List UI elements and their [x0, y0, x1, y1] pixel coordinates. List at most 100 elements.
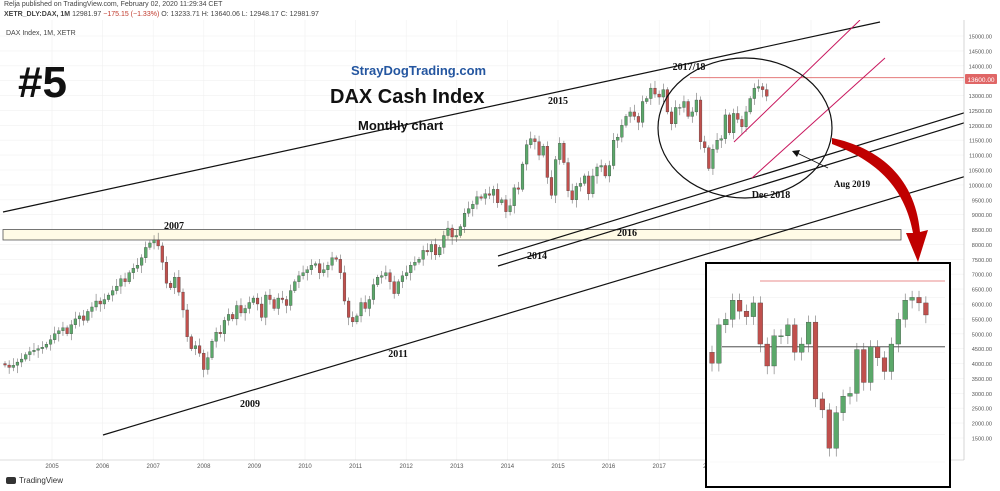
main-title: DAX Cash Index — [330, 86, 485, 108]
candle — [744, 111, 748, 127]
annotation-label: 2009 — [240, 399, 260, 410]
candle — [583, 175, 587, 184]
annotation-label: 2015 — [548, 96, 568, 107]
inset-candle — [771, 335, 777, 367]
annotation-label: 2016 — [617, 228, 637, 239]
candle — [467, 208, 471, 214]
candle — [218, 332, 222, 334]
inset-candle — [902, 300, 908, 320]
candle — [483, 193, 487, 199]
candle — [86, 311, 90, 321]
footer-label: TradingView — [19, 476, 64, 485]
candle — [210, 341, 214, 358]
candle — [698, 99, 703, 142]
candle — [641, 101, 645, 123]
candle — [156, 239, 160, 247]
candle — [653, 87, 657, 95]
candle — [301, 272, 305, 276]
candle — [102, 299, 106, 305]
tradingview-icon — [6, 477, 16, 485]
candle — [545, 146, 549, 178]
y-tick-label: 5500.00 — [972, 317, 992, 323]
inset-candle — [819, 398, 825, 411]
candle — [450, 227, 454, 238]
candle — [148, 242, 152, 248]
y-tick-label: 11000.00 — [969, 154, 992, 160]
candle — [32, 350, 36, 352]
inset-candle — [881, 357, 888, 372]
candle — [645, 98, 649, 102]
pink-channel — [733, 20, 886, 179]
x-tick-label: 2007 — [147, 464, 161, 470]
candle — [748, 98, 752, 113]
candle — [516, 187, 520, 190]
y-tick-label: 3000.00 — [972, 392, 992, 398]
inset-candle — [833, 412, 839, 449]
y-tick-label: 2500.00 — [972, 407, 992, 413]
candle — [152, 239, 156, 244]
candle — [732, 113, 736, 133]
candle — [715, 140, 719, 150]
candle — [367, 299, 371, 309]
candle — [549, 177, 554, 196]
candle — [160, 245, 164, 263]
channel-line — [2, 21, 881, 213]
candle — [11, 365, 15, 368]
candle — [135, 265, 140, 269]
inset-candle — [716, 324, 722, 364]
candle — [347, 300, 351, 318]
price-tag — [965, 74, 997, 84]
candle — [674, 107, 678, 124]
main-candles — [3, 79, 769, 378]
candle — [541, 146, 545, 156]
candle — [574, 186, 578, 200]
candle — [181, 291, 185, 311]
candle — [206, 357, 210, 370]
y-tick-label: 7000.00 — [972, 273, 992, 279]
inset-candle — [868, 346, 874, 383]
inset-candle — [916, 297, 922, 304]
candle — [740, 119, 744, 127]
annotation-label: 2011 — [388, 349, 407, 360]
y-tick-label: 6000.00 — [972, 303, 992, 309]
candle — [255, 297, 260, 305]
candle — [69, 324, 73, 334]
candle — [177, 277, 181, 293]
candle — [632, 111, 636, 117]
inset-candle — [743, 310, 750, 317]
candle — [251, 297, 255, 303]
candle — [131, 268, 135, 273]
candle — [761, 86, 765, 90]
candle — [508, 205, 512, 212]
inset-candle — [806, 321, 812, 345]
inset-candle — [854, 349, 860, 394]
big-number-label: #5 — [18, 58, 67, 107]
inset-candle — [909, 297, 915, 301]
candle — [454, 235, 458, 238]
trend-channels — [2, 21, 964, 436]
candle — [351, 317, 355, 323]
y-tick-label: 15000.00 — [969, 35, 992, 41]
candle — [193, 345, 197, 349]
x-tick-label: 2005 — [45, 464, 59, 470]
inset-candle — [778, 335, 784, 337]
candle — [363, 302, 367, 309]
y-tick-label: 8000.00 — [972, 243, 992, 249]
candle — [185, 309, 189, 337]
annotation-label: Aug 2019 — [834, 179, 871, 189]
y-tick-label: 3500.00 — [972, 377, 992, 383]
candle — [599, 165, 603, 168]
candle — [359, 302, 363, 317]
candle — [305, 269, 309, 273]
inset-candle — [730, 300, 736, 320]
y-tick-label: 10500.00 — [969, 169, 992, 175]
candle — [260, 303, 264, 318]
candle — [198, 345, 202, 354]
candle — [686, 101, 690, 117]
candle — [616, 137, 620, 141]
x-tick-label: 2011 — [349, 464, 363, 470]
candle — [520, 163, 525, 190]
candle — [293, 281, 297, 291]
candle — [65, 327, 69, 334]
candle — [736, 113, 740, 120]
